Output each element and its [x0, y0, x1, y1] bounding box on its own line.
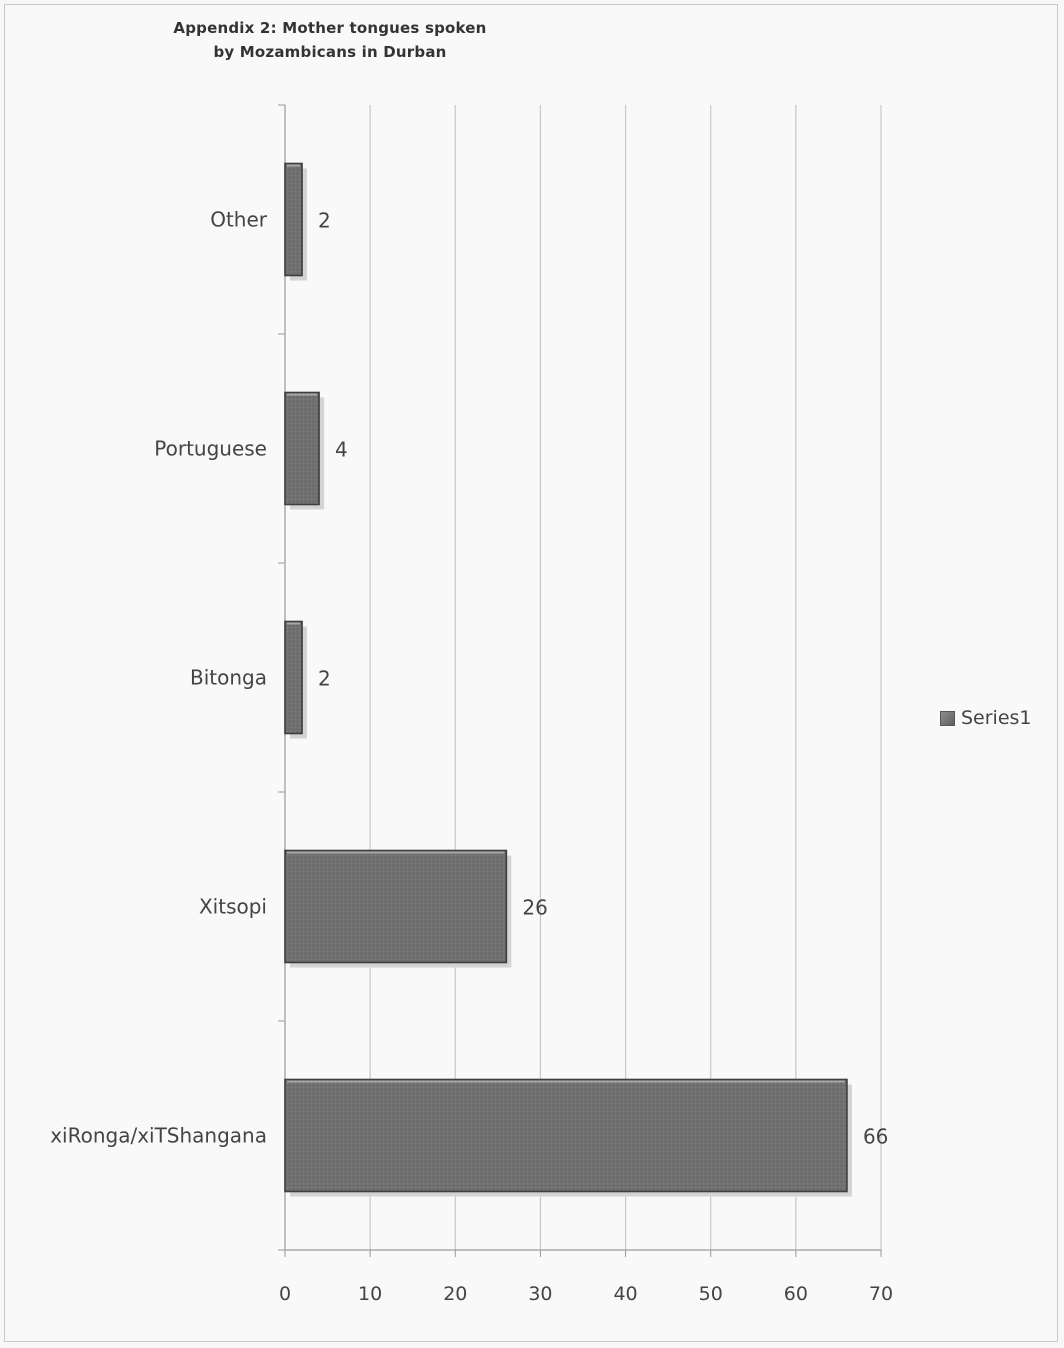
value-label-xitsopi: 26	[522, 896, 547, 920]
x-tick-label-0: 0	[279, 1283, 291, 1305]
x-tick-label-40: 40	[613, 1283, 637, 1305]
labels: 0 10 20 30 40 50 60 70 Other 2 Portuguese 4 Bitonga 2…	[50, 208, 893, 1306]
bar-xitsopi	[284, 849, 508, 964]
value-label-portuguese: 4	[335, 438, 348, 462]
x-tick-label-60: 60	[784, 1283, 808, 1305]
category-label-portuguese: Portuguese	[154, 437, 267, 461]
category-label-xironga-xitshangana: xiRonga/xiTShangana	[50, 1124, 267, 1148]
chart-frame: Appendix 2: Mother tongues spoken by Moz…	[4, 4, 1058, 1342]
x-tick-label-70: 70	[869, 1283, 893, 1305]
bars	[284, 162, 852, 1197]
x-tick-label-50: 50	[699, 1283, 723, 1305]
chart-title-line-2: by Mozambicans in Durban	[213, 43, 447, 61]
chart-title-line-1: Appendix 2: Mother tongues spoken	[173, 19, 487, 37]
category-label-other: Other	[210, 208, 268, 232]
legend: Series1	[940, 707, 1032, 729]
bar-portuguese	[284, 391, 320, 506]
x-tick-label-20: 20	[443, 1283, 467, 1305]
value-label-other: 2	[318, 209, 331, 233]
category-label-bitonga: Bitonga	[190, 666, 267, 690]
bar-bitonga	[284, 620, 303, 735]
bar-xironga-xitshangana	[284, 1078, 848, 1193]
category-label-xitsopi: Xitsopi	[199, 895, 267, 919]
bar-chart: 0 10 20 30 40 50 60 70 Other 2 Portuguese 4 Bitonga 2…	[50, 104, 893, 1306]
legend-swatch-series1	[940, 710, 955, 726]
x-tick-label-10: 10	[358, 1283, 382, 1305]
bar-other	[284, 162, 303, 277]
value-label-xironga-xitshangana: 66	[863, 1125, 888, 1149]
value-label-bitonga: 2	[318, 667, 331, 691]
x-tick-label-30: 30	[528, 1283, 552, 1305]
legend-label-series1: Series1	[961, 707, 1032, 729]
gridlines	[369, 105, 882, 1250]
